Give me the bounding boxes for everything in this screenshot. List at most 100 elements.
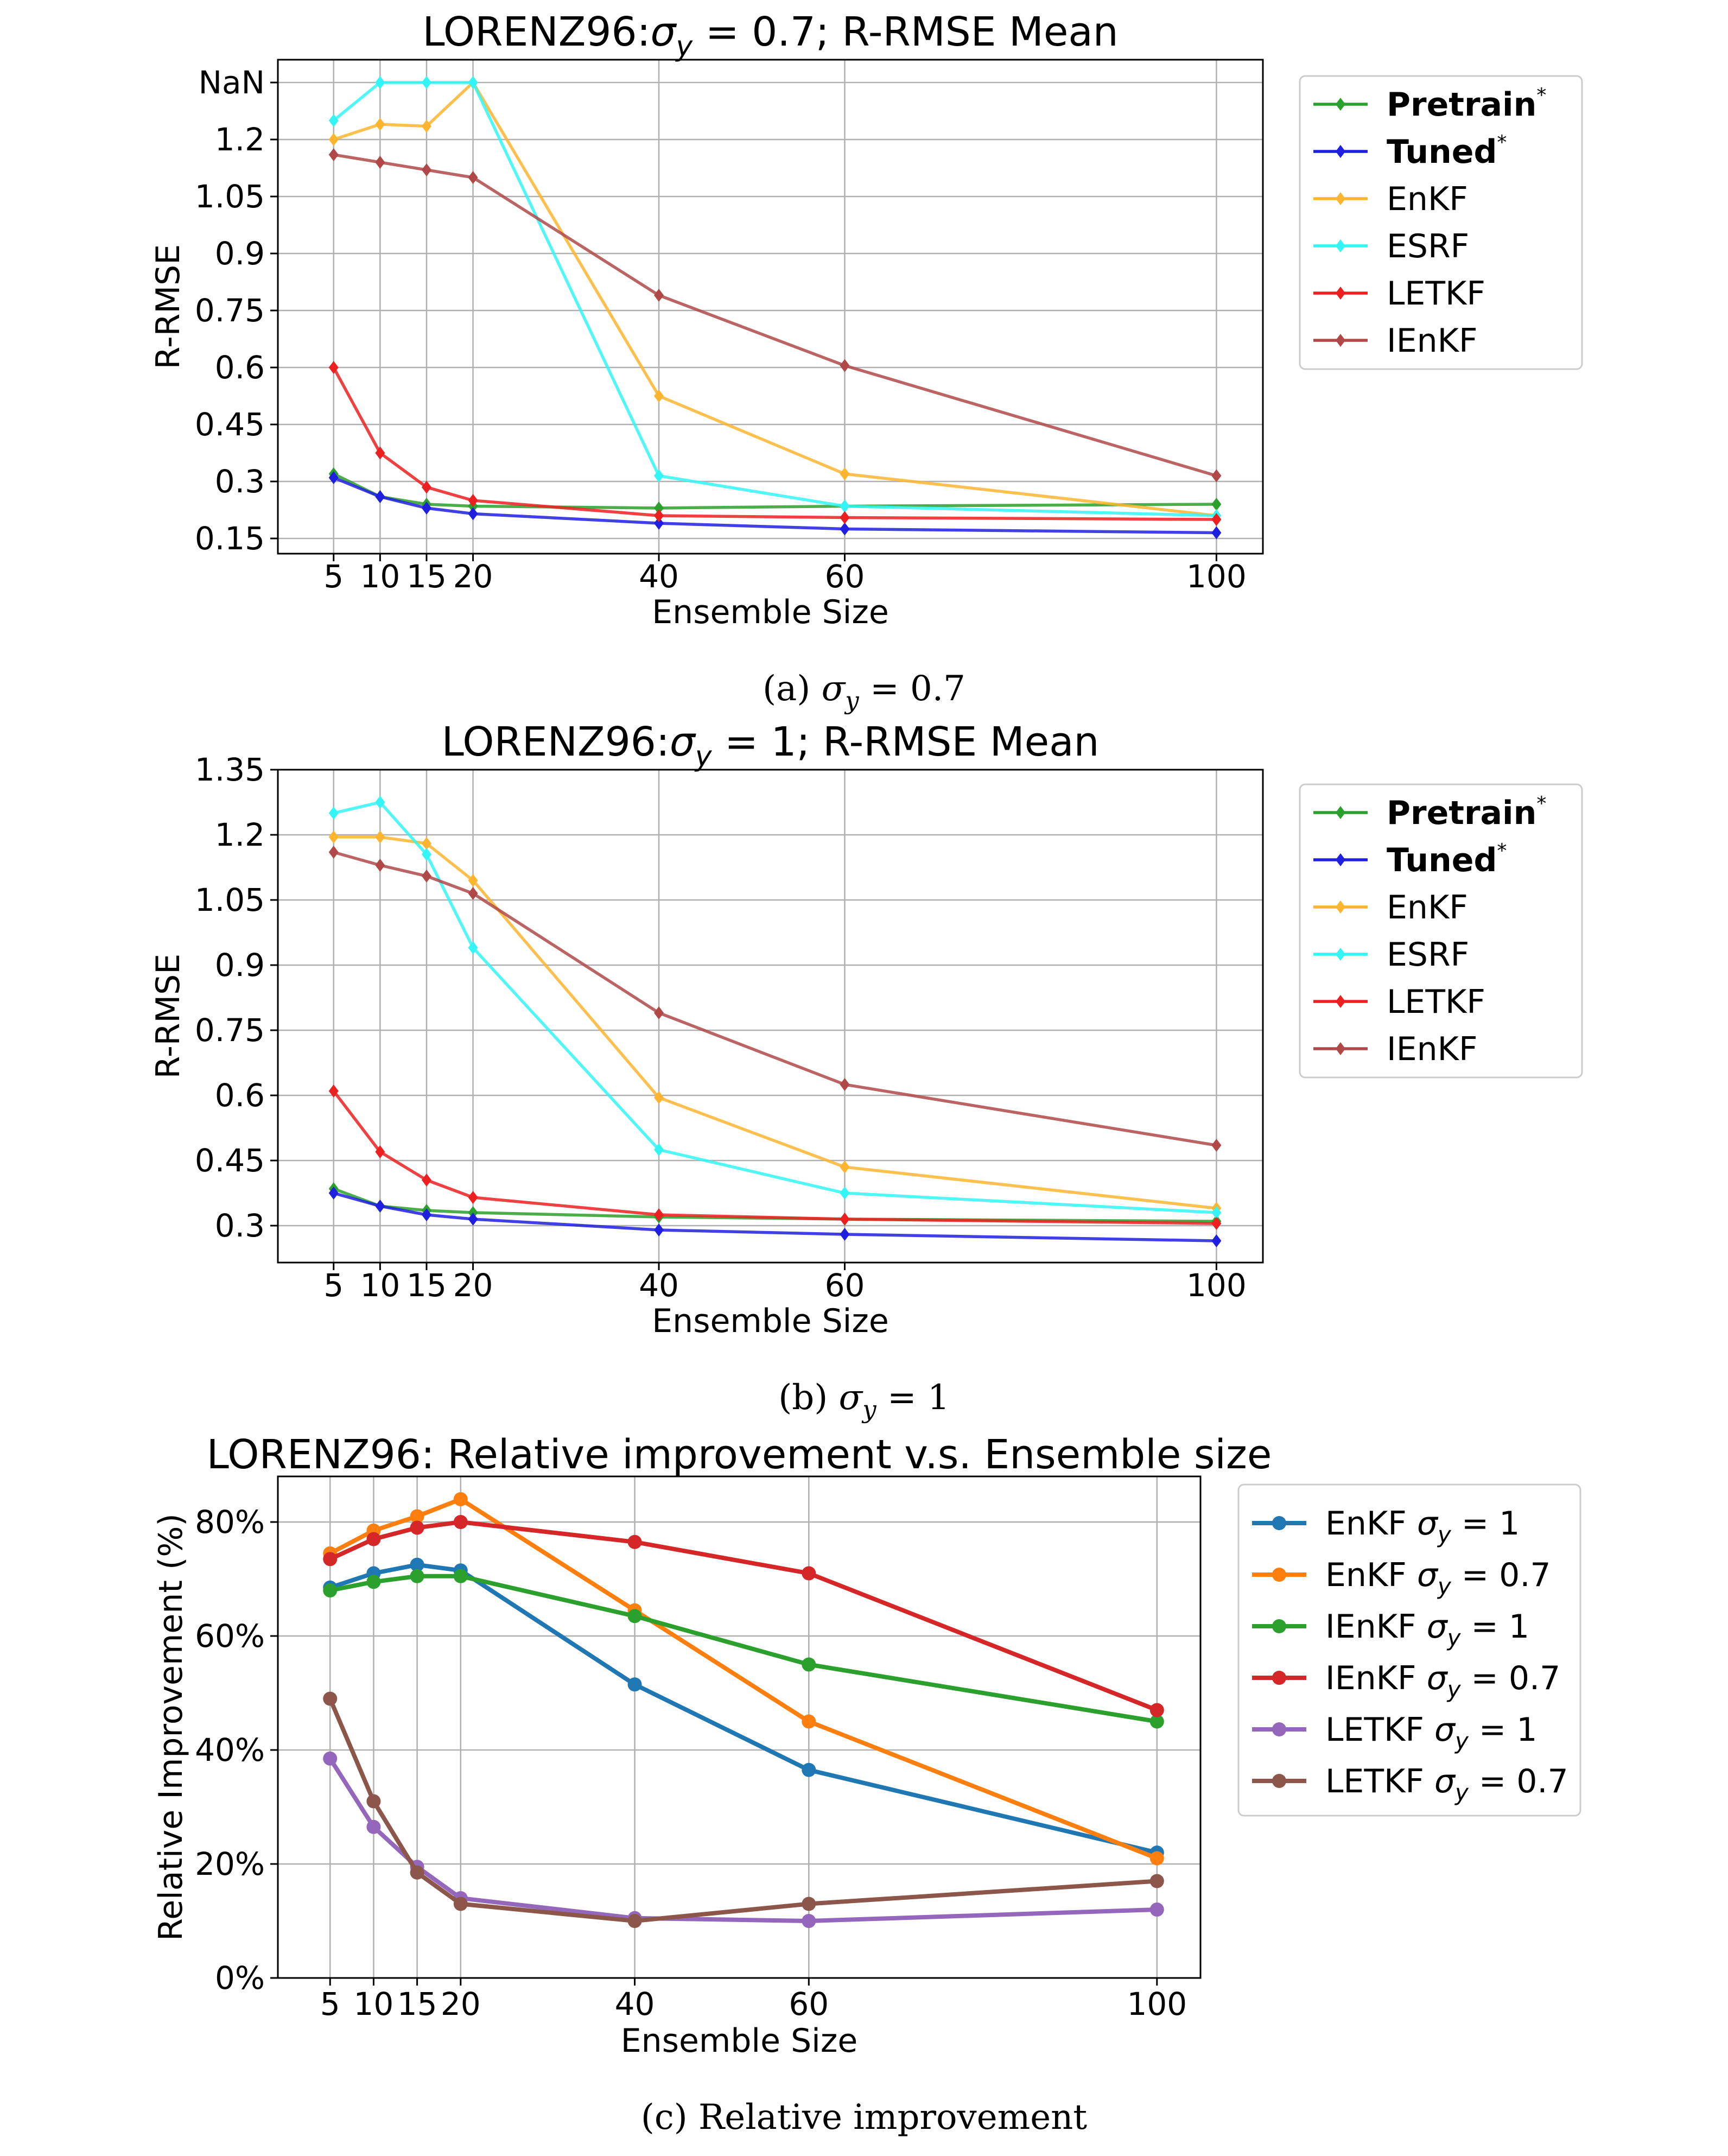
data-point bbox=[802, 1914, 816, 1928]
legend-marker bbox=[1336, 995, 1345, 1008]
y-tick-label: 0.15 bbox=[195, 520, 265, 557]
chart-panel-b: LORENZ96:σy = 1; R-RMSE Mean 5 10 15 20 40 60 1… bbox=[149, 719, 1583, 1424]
series-line bbox=[332, 1090, 1217, 1225]
legend-label: LETKF σy = 1 bbox=[1325, 1711, 1537, 1754]
legend-label: LETKF bbox=[1387, 275, 1485, 313]
legend-label: ESRF bbox=[1387, 227, 1469, 265]
legend-box bbox=[1299, 783, 1583, 1079]
data-point bbox=[328, 807, 339, 820]
data-point bbox=[453, 1492, 468, 1506]
data-point bbox=[468, 171, 478, 184]
legend-label: EnKF bbox=[1387, 180, 1468, 218]
y-axis-label: R-RMSE bbox=[149, 244, 187, 369]
y-tick-label: 0.6 bbox=[215, 349, 265, 386]
x-tick-label: 40 bbox=[615, 1986, 655, 2022]
data-point bbox=[366, 1532, 381, 1546]
legend-item: LETKF σy = 0.7 bbox=[1252, 1762, 1568, 1806]
x-tick-label: 15 bbox=[406, 558, 447, 595]
y-tick-label: 0.75 bbox=[195, 292, 265, 329]
data-point bbox=[421, 1208, 431, 1221]
data-point bbox=[421, 1174, 431, 1187]
legend-label: IEnKF bbox=[1387, 322, 1478, 360]
legend-label: LETKF σy = 0.7 bbox=[1325, 1762, 1568, 1806]
x-tick-label: 15 bbox=[397, 1986, 437, 2022]
series-enkf bbox=[328, 830, 1222, 1215]
legend-item: Pretrain* bbox=[1313, 84, 1546, 124]
data-point bbox=[375, 830, 385, 844]
data-point bbox=[468, 887, 478, 900]
x-axis-label: Ensemble Size bbox=[652, 1302, 888, 1340]
x-tick-label: 20 bbox=[453, 1267, 493, 1304]
legend-marker bbox=[1272, 1722, 1286, 1736]
data-point bbox=[802, 1714, 816, 1729]
data-point bbox=[468, 507, 478, 521]
x-tick-label: 10 bbox=[354, 1986, 394, 2022]
data-point bbox=[410, 1509, 424, 1524]
series-letkf bbox=[328, 1085, 1222, 1230]
data-point bbox=[654, 289, 664, 302]
legend: Pretrain* Tuned* EnKF ESRF LETKF IEnKF bbox=[1299, 783, 1583, 1079]
data-point bbox=[375, 446, 385, 460]
y-tick-label: 1.35 bbox=[195, 751, 265, 788]
y-tick-label: 20% bbox=[195, 1846, 265, 1882]
legend-item: IEnKF bbox=[1313, 322, 1478, 360]
data-point bbox=[1211, 1206, 1222, 1219]
legend-label: Tuned* bbox=[1387, 131, 1507, 171]
series-tuned bbox=[328, 471, 1222, 540]
data-point bbox=[366, 1819, 381, 1834]
y-tick-label: 1.05 bbox=[195, 178, 265, 215]
data-point bbox=[375, 1145, 385, 1158]
series-esrf bbox=[328, 76, 1222, 522]
data-point bbox=[802, 1566, 816, 1581]
legend-marker bbox=[1336, 806, 1345, 819]
data-point bbox=[410, 1520, 424, 1535]
series-pretrain bbox=[328, 467, 1222, 515]
chart-panel-c: LORENZ96: Relative improvement v.s. Ense… bbox=[152, 1431, 1581, 2138]
data-point bbox=[840, 1187, 850, 1200]
x-tick-label: 60 bbox=[825, 558, 865, 595]
y-tick-label: 0.9 bbox=[215, 947, 265, 984]
x-tick-label: 100 bbox=[1186, 558, 1247, 595]
legend-marker bbox=[1336, 192, 1345, 205]
legend-marker bbox=[1272, 1516, 1286, 1530]
legend-label: IEnKF σy = 1 bbox=[1325, 1608, 1529, 1651]
x-tick-label: 60 bbox=[789, 1986, 829, 2022]
data-point bbox=[328, 846, 339, 859]
data-point bbox=[840, 499, 850, 513]
data-point bbox=[1211, 498, 1222, 511]
data-point bbox=[453, 1569, 468, 1583]
data-point bbox=[840, 1228, 850, 1241]
data-point bbox=[375, 796, 385, 809]
chart-panel-a: LORENZ96:σy = 0.7; R-RMSE Mean 5 10 15 20 40 6… bbox=[149, 9, 1583, 715]
chart-title: LORENZ96: Relative improvement v.s. Ense… bbox=[207, 1431, 1272, 1478]
data-point bbox=[328, 361, 339, 374]
data-point bbox=[654, 469, 664, 483]
series-line bbox=[333, 835, 1217, 1210]
data-point bbox=[328, 1187, 339, 1200]
data-point bbox=[468, 494, 478, 507]
legend-marker bbox=[1272, 1774, 1286, 1788]
y-tick-label: 40% bbox=[195, 1732, 265, 1768]
data-point bbox=[802, 1657, 816, 1672]
data-point bbox=[375, 490, 385, 503]
data-point bbox=[1211, 469, 1222, 483]
data-point bbox=[375, 76, 385, 89]
data-point bbox=[375, 1200, 385, 1213]
series-enkf bbox=[328, 76, 1222, 522]
legend-item: Tuned* bbox=[1313, 131, 1507, 171]
data-point bbox=[421, 848, 431, 861]
x-axis-label: Ensemble Size bbox=[652, 593, 888, 631]
x-tick-label: 60 bbox=[825, 1267, 865, 1304]
data-point bbox=[323, 1691, 338, 1706]
data-point bbox=[654, 502, 664, 515]
data-point bbox=[421, 119, 431, 133]
x-tick-label: 5 bbox=[323, 558, 344, 595]
y-tick-label: 0.3 bbox=[215, 463, 265, 500]
legend-item: Tuned* bbox=[1313, 840, 1507, 879]
data-point bbox=[1149, 1903, 1164, 1917]
data-point bbox=[421, 163, 431, 176]
figure-caption: (b) σy = 1 bbox=[778, 1378, 949, 1424]
series-line bbox=[333, 472, 1217, 510]
data-point bbox=[654, 509, 664, 522]
data-point bbox=[802, 1762, 816, 1777]
